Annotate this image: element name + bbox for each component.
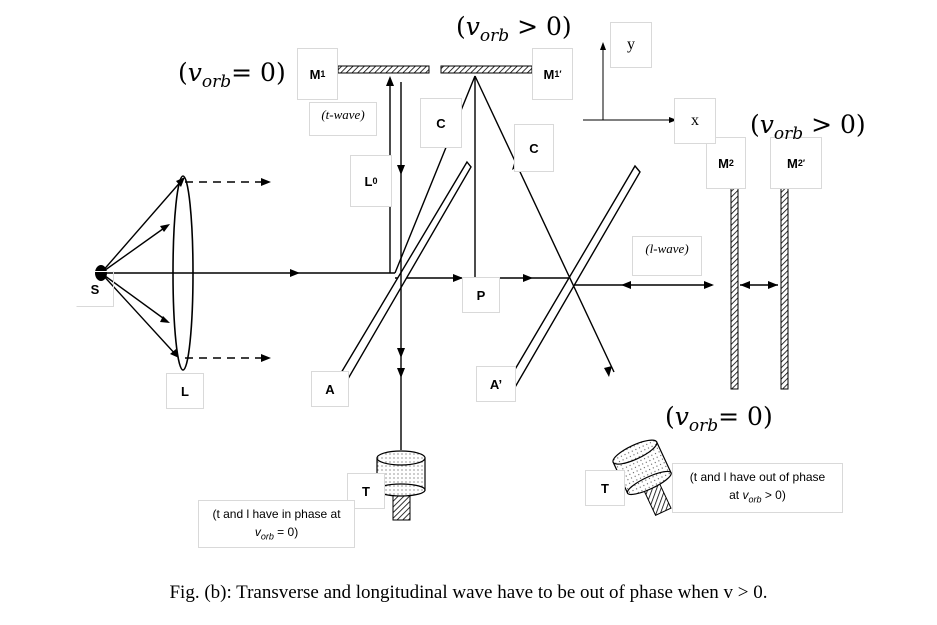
vorb-m1-prime-label: (vorb > 0) [456, 12, 572, 46]
source-rays [100, 178, 184, 357]
mirror-m2-prime [780, 178, 789, 390]
vorb-m2-prime-label: (vorb > 0) [750, 110, 866, 144]
figure-caption: Fig. (b): Transverse and longitudinal wa… [169, 582, 768, 603]
phase-note-left: (t and l have in phase at vorb = 0) [198, 500, 355, 548]
label-m2-prime: M 2 ′ [770, 137, 822, 189]
vertical-arm-arrowheads [386, 76, 405, 378]
telescope-right [612, 439, 672, 516]
vorb-telescope-right-label: (vorb= 0) [665, 402, 773, 436]
label-c-right: C [514, 124, 554, 172]
phase-note-left-line1: (t and l have in phase at [212, 507, 341, 521]
axis-arrowheads [600, 42, 677, 123]
axis-x-label: x [674, 98, 716, 144]
phase-note-right-line1: (t and l have out of phase [689, 470, 826, 484]
phase-note-left-line2: vorb = 0) [254, 525, 299, 542]
phase-note-right-line2: at vorb > 0) [729, 488, 786, 505]
label-a: A [311, 371, 349, 407]
l-wave-note: (l-wave) [632, 236, 702, 276]
main-beam-arrowheads [290, 269, 778, 289]
mirror-m2 [730, 178, 739, 390]
label-s: S [76, 271, 114, 307]
phase-note-right: (t and l have out of phase at vorb > 0) [672, 463, 843, 513]
label-t-right: T [585, 470, 625, 506]
label-l: L [166, 373, 204, 409]
collimated-rays [185, 181, 262, 359]
vertical-arm [389, 82, 402, 450]
telescope-left [376, 450, 426, 521]
moving-arm-arrowheads [512, 160, 612, 377]
mirror-m1-prime [440, 65, 533, 74]
vorb-m1-label: (vorb= 0) [178, 58, 286, 92]
mirror-m1 [337, 65, 430, 74]
label-c-left: C [420, 98, 462, 148]
label-m1-prime: M 1 ′ [532, 48, 573, 100]
axis-y-label: y [610, 22, 652, 68]
t-wave-note: (t-wave) [309, 102, 377, 136]
label-a-prime: A’ [476, 366, 516, 402]
coordinate-axes [583, 46, 673, 121]
collimated-arrowheads [261, 178, 271, 362]
label-p: P [462, 277, 500, 313]
